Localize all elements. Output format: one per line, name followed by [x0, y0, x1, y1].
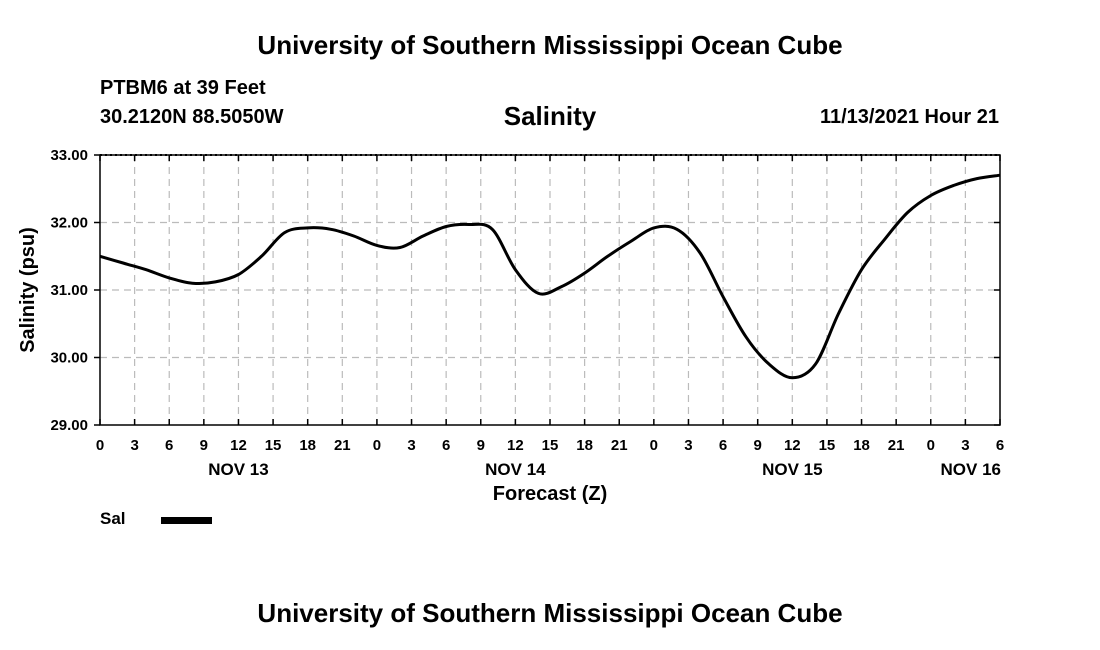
- x-tick-label: 0: [650, 437, 658, 454]
- y-tick-label: 33.00: [50, 147, 88, 164]
- x-tick-label: 15: [265, 437, 282, 454]
- x-day-label: NOV 16: [941, 460, 1001, 479]
- x-tick-label: 3: [684, 437, 692, 454]
- x-tick-label: 3: [961, 437, 969, 454]
- x-axis-label: Forecast (Z): [493, 483, 607, 505]
- y-tick-label: 29.00: [50, 417, 88, 434]
- x-tick-label: 15: [542, 437, 559, 454]
- x-tick-label: 18: [853, 437, 870, 454]
- x-tick-label: 3: [407, 437, 415, 454]
- coordinates-label: 30.2120N 88.5050W: [100, 106, 284, 128]
- x-day-label: NOV 14: [485, 460, 546, 479]
- x-tick-label: 21: [611, 437, 628, 454]
- x-tick-label: 3: [130, 437, 138, 454]
- x-tick-label: 6: [442, 437, 450, 454]
- station-label: PTBM6 at 39 Feet: [100, 77, 266, 99]
- footer-title: University of Southern Mississippi Ocean…: [257, 598, 843, 628]
- x-tick-label: 12: [784, 437, 801, 454]
- x-tick-label: 6: [719, 437, 727, 454]
- x-tick-label: 0: [927, 437, 935, 454]
- x-tick-label: 18: [576, 437, 593, 454]
- x-tick-label: 9: [754, 437, 762, 454]
- x-tick-label: 9: [200, 437, 208, 454]
- chart-title: Salinity: [503, 101, 597, 131]
- page-title: University of Southern Mississippi Ocean…: [257, 30, 843, 60]
- x-tick-label: 6: [165, 437, 173, 454]
- x-tick-label: 0: [373, 437, 381, 454]
- x-tick-label: 9: [477, 437, 485, 454]
- x-tick-label: 15: [819, 437, 836, 454]
- forecast-datetime: 11/13/2021 Hour 21: [819, 106, 999, 128]
- x-tick-label: 6: [996, 437, 1004, 454]
- y-tick-label: 31.00: [50, 282, 88, 299]
- x-tick-label: 21: [888, 437, 905, 454]
- chart-labels: 0 3 6 9 12 15 18 21 0 3 6 9 12 15 18 21 0 3 6 9 12 15 18 21 0 3 6 N…: [50, 147, 1004, 479]
- x-day-label: NOV 15: [762, 460, 822, 479]
- x-tick-label: 18: [299, 437, 316, 454]
- x-tick-label: 12: [507, 437, 524, 454]
- x-tick-label: 21: [334, 437, 351, 454]
- salinity-series-line: [99, 173, 1001, 380]
- x-tick-label: 12: [230, 437, 247, 454]
- x-day-label: NOV 13: [208, 460, 268, 479]
- y-axis-label: Salinity (psu): [17, 227, 39, 353]
- y-tick-label: 32.00: [50, 215, 88, 232]
- legend-label: Sal: [100, 509, 126, 528]
- y-tick-label: 30.00: [50, 350, 88, 367]
- x-tick-label: 0: [96, 437, 104, 454]
- legend-line-swatch: [161, 517, 212, 524]
- chart-grid: [100, 155, 1000, 425]
